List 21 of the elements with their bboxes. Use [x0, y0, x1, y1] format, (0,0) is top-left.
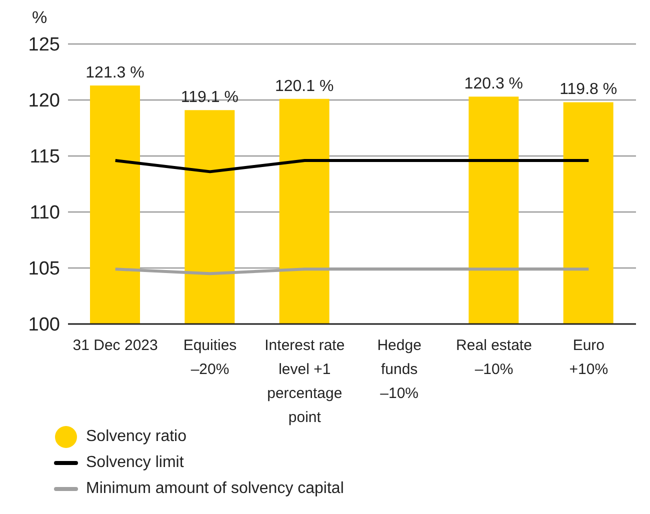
y-tick-label: 105 — [28, 258, 60, 280]
data-label: 120.3 % — [464, 76, 524, 93]
x-tick-label: Interest rate level +1 percentage point — [264, 337, 345, 426]
x-tick-label: Euro +10% — [569, 337, 608, 378]
y-tick-label: 125 — [28, 34, 60, 56]
legend-label: Minimum amount of solvency capital — [86, 480, 344, 498]
x-tick-label: Real estate –10% — [456, 337, 532, 378]
legend-label: Solvency limit — [86, 454, 184, 472]
x-tick-label: Hedge funds –10% — [377, 337, 422, 402]
data-label: 119.8 % — [560, 81, 618, 98]
y-tick-label: 120 — [28, 90, 60, 112]
x-tick-label: 31 Dec 2023 — [72, 337, 158, 354]
legend-label: Solvency ratio — [86, 428, 186, 446]
data-label: 120.1 % — [274, 78, 334, 95]
data-label: 119.1 % — [180, 89, 238, 106]
x-tick-label: Equities –20% — [183, 337, 237, 378]
y-tick-label: 100 — [28, 314, 60, 336]
data-label: 121.3 % — [86, 64, 144, 82]
y-tick-label: 110 — [30, 202, 60, 224]
y-tick-label: 115 — [30, 146, 60, 168]
y-axis-title: % — [32, 8, 48, 28]
